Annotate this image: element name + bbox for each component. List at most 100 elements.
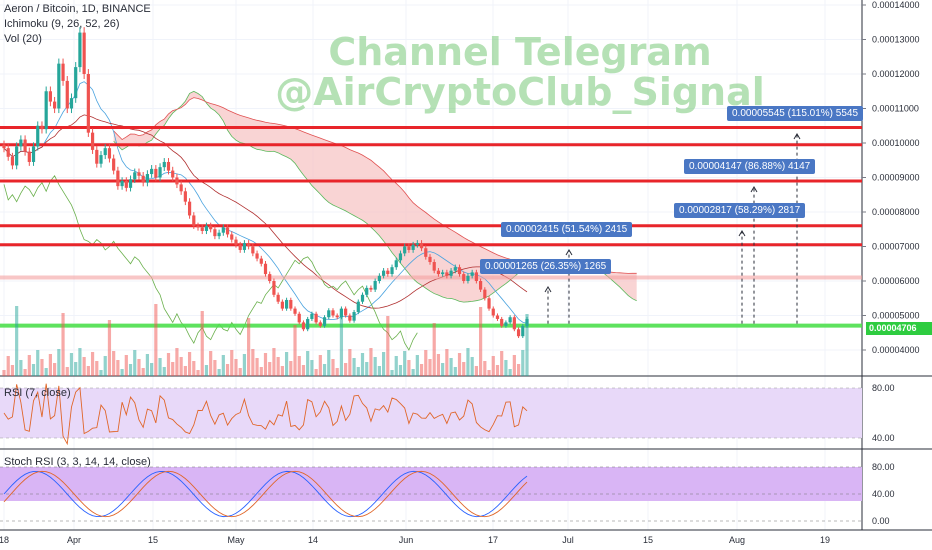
rsi-legend[interactable]: RSI (7, close) <box>4 387 71 399</box>
ichimoku-legend[interactable]: Ichimoku (9, 26, 52, 26) <box>4 18 120 30</box>
price-tick-label: 0.00010000 <box>872 138 920 148</box>
volume-bar <box>158 358 162 376</box>
volume-bar <box>95 361 99 376</box>
volume-bar <box>403 351 407 376</box>
candle-body <box>348 315 352 321</box>
volume-legend[interactable]: Vol (20) <box>4 33 42 45</box>
candle-body <box>268 274 272 281</box>
volume-bar <box>217 369 221 376</box>
target-label-4[interactable]: 0.00004147 (86.88%) 4147 <box>684 159 816 174</box>
stoch-legend[interactable]: Stoch RSI (3, 3, 14, 14, close) <box>4 456 151 468</box>
rsi-line <box>3 383 528 446</box>
volume-bar <box>175 348 179 376</box>
candle-body <box>373 281 377 290</box>
volume-bar <box>31 364 36 376</box>
target-label-3[interactable]: 0.00002817 (58.29%) 2817 <box>674 203 806 218</box>
volume-bar <box>495 365 500 376</box>
volume-bar <box>268 362 272 376</box>
candle-body <box>69 98 74 109</box>
volume-bar <box>504 360 508 376</box>
candle-body <box>128 179 133 188</box>
target-label-5[interactable]: 0.00005545 (115.01%) 5545 <box>727 106 864 121</box>
volume-bar <box>310 360 314 376</box>
volume-bar <box>500 351 504 376</box>
time-axis[interactable]: 18 Apr 15 May 14 Jun 17 Jul 15 Aug 19 <box>0 535 830 545</box>
price-tick-label: 0.00004000 <box>872 345 920 355</box>
indicator-panes: 80.00 40.00 80.00 40.00 0.00 <box>0 383 895 526</box>
price-axis[interactable]: 0.00014000 0.00013000 0.00012000 0.00011000… <box>862 0 920 355</box>
stoch-band <box>0 467 862 501</box>
volume-bar <box>128 364 133 376</box>
volume-bar <box>398 365 403 376</box>
candle-body <box>445 272 449 276</box>
candle-body <box>99 155 103 164</box>
volume-bar <box>187 352 192 376</box>
target-arrow-head <box>750 186 758 193</box>
candle-body <box>424 248 428 257</box>
current-price-tag: 0.00004706 <box>866 322 932 335</box>
rsi-band <box>0 388 862 438</box>
volume-bar <box>369 348 373 376</box>
horizontal-levels <box>0 125 862 328</box>
time-tick-label: May <box>227 535 245 545</box>
candle-body <box>187 201 192 216</box>
price-tick-label: 0.00012000 <box>872 69 920 79</box>
volume-bar <box>479 307 483 376</box>
chart-title[interactable]: Aeron / Bitcoin, 1D, BINANCE <box>4 3 151 15</box>
candle-body <box>483 289 487 299</box>
time-tick-label: Jun <box>399 535 414 545</box>
candle-body <box>491 308 495 316</box>
candle-body <box>432 262 436 271</box>
volume-bar <box>225 364 230 376</box>
candle-body <box>2 144 6 149</box>
candle-body <box>339 308 344 318</box>
candle-body <box>284 299 289 309</box>
candle-body <box>107 148 112 159</box>
volume-bar <box>318 355 322 376</box>
volume-bar <box>466 348 470 376</box>
candle-body <box>162 161 166 168</box>
volume-bar <box>78 348 82 376</box>
volume-bar <box>512 355 516 376</box>
time-tick-label: 15 <box>643 535 653 545</box>
volume-bar <box>314 369 318 376</box>
target-label-1[interactable]: 0.00001265 (26.35%) 1265 <box>480 259 612 274</box>
candle-body <box>276 294 280 302</box>
candle-body <box>192 215 196 226</box>
volume-bar <box>116 360 120 376</box>
volume-bar <box>508 369 512 376</box>
candle-body <box>314 313 318 323</box>
rsi-level-label: 40.00 <box>872 433 895 443</box>
candle-body <box>137 172 141 176</box>
volume-bar <box>436 354 441 376</box>
candle-body <box>525 318 529 326</box>
volume-bar <box>204 365 209 376</box>
volume-bar <box>407 360 411 376</box>
volume-bar <box>213 360 217 376</box>
volume-bar <box>483 361 487 376</box>
grid <box>0 0 932 531</box>
volume-bar <box>141 368 145 376</box>
volume-bar <box>251 349 255 376</box>
rsi-level-label: 80.00 <box>872 383 895 393</box>
target-arrow-head <box>793 133 801 140</box>
price-tick-label: 0.00011000 <box>872 104 919 114</box>
candle-body <box>213 229 217 237</box>
volume-bar <box>192 361 196 376</box>
candle-body <box>516 329 521 337</box>
volume-bar <box>19 360 23 376</box>
volume-bar <box>432 323 436 376</box>
target-arrow-head <box>738 230 746 237</box>
volume-bar <box>2 370 6 376</box>
candle-body <box>183 191 187 202</box>
candle-body <box>175 177 179 185</box>
candle-body <box>247 243 251 247</box>
volume-bar <box>74 362 78 376</box>
candle-body <box>390 267 394 275</box>
volume-bar <box>137 359 141 376</box>
volume-bar <box>133 350 137 376</box>
target-label-2[interactable]: 0.00002415 (51.54%) 2415 <box>501 222 633 237</box>
candle-body <box>57 63 61 109</box>
volume-bar <box>162 367 166 376</box>
